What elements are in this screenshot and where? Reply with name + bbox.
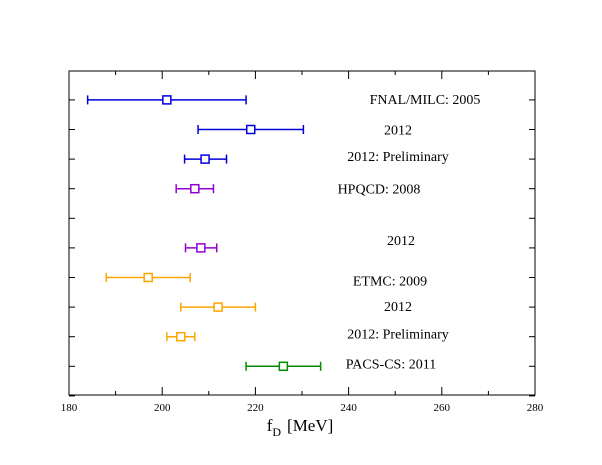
x-tick-label: 240 — [340, 402, 357, 414]
x-tick-label: 200 — [154, 402, 171, 414]
x-tick-label: 280 — [527, 402, 544, 414]
plot-frame — [68, 70, 536, 396]
x-ticks: 180 200 220 240 260 280 — [61, 71, 544, 414]
entry-label: HPQCD: 2008 — [338, 183, 421, 198]
x-tick-label: 220 — [247, 402, 264, 414]
y-ticks — [69, 99, 535, 397]
entry-label: PACS-CS: 2011 — [346, 357, 436, 372]
x-tick-label: 180 — [61, 402, 78, 414]
data-point — [278, 361, 289, 372]
data-point — [213, 302, 223, 312]
x-tick-label: 260 — [434, 402, 451, 414]
x-axis-title: fD [MeV] — [267, 416, 334, 439]
entry-label: 2012: Preliminary — [347, 328, 449, 343]
entry-label: FNAL/MILC: 2005 — [370, 93, 481, 108]
data-point — [176, 331, 186, 342]
data-marks — [86, 95, 322, 372]
data-point — [200, 154, 210, 164]
entry-label: 2012 — [384, 124, 412, 139]
data-point — [190, 183, 200, 194]
entry-label: 2012 — [384, 300, 412, 315]
entry-label: 2012: Preliminary — [347, 150, 449, 165]
data-point — [162, 95, 172, 105]
entry-label: ETMC: 2009 — [353, 275, 427, 290]
data-point — [143, 272, 153, 283]
data-point — [245, 124, 256, 135]
entry-label: 2012 — [387, 234, 415, 249]
data-point — [196, 243, 206, 253]
entry-labels: FNAL/MILC: 2005 2012 2012: Preliminary HPQC… — [338, 93, 481, 372]
